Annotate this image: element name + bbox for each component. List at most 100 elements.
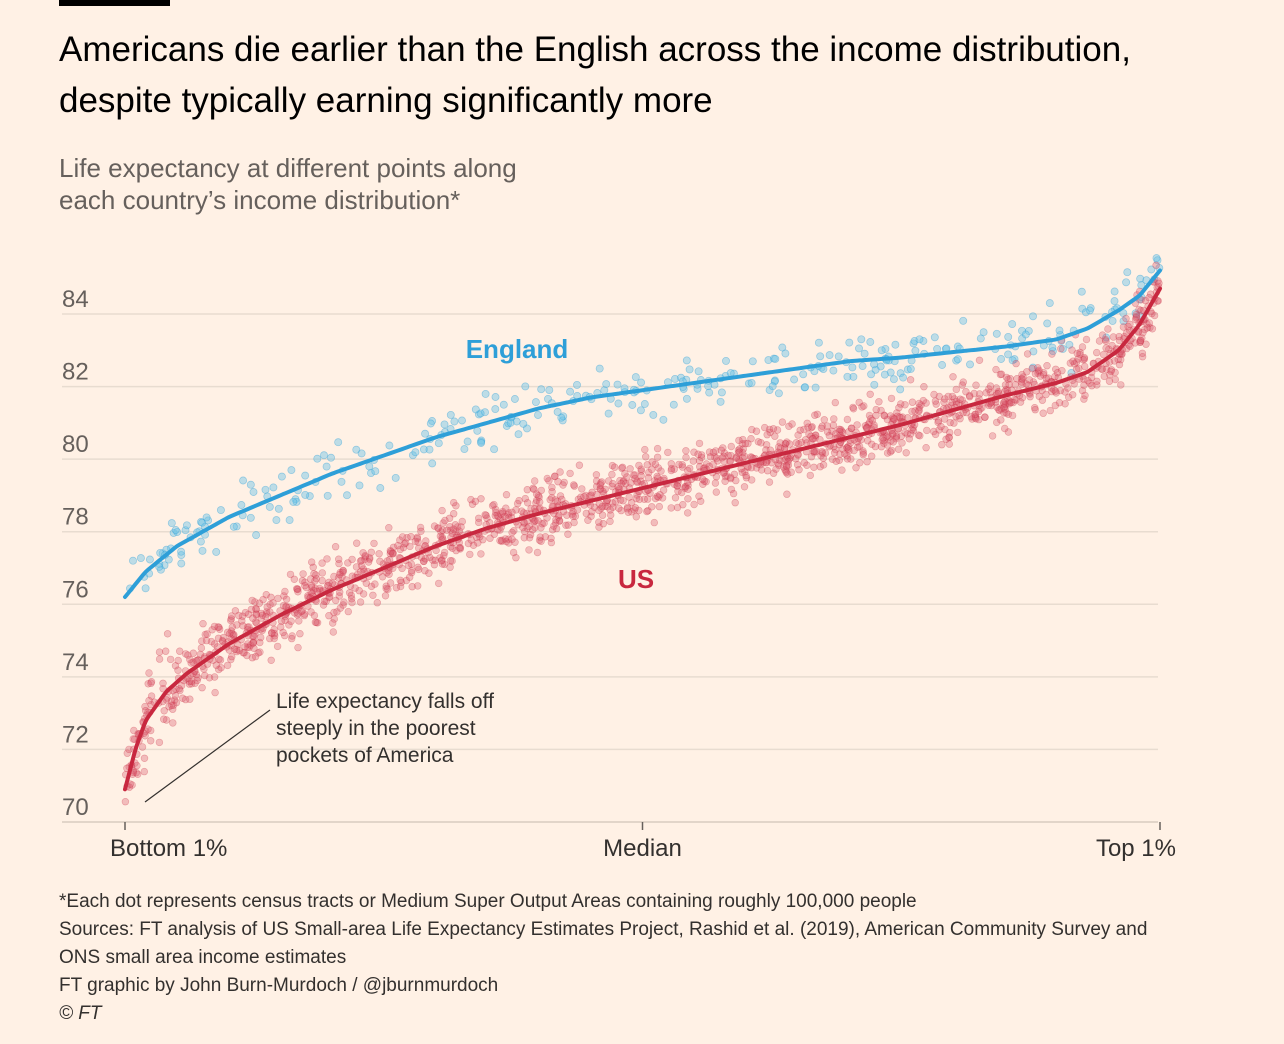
us-dot <box>603 503 612 511</box>
us-dot <box>1035 366 1043 374</box>
us-dot <box>219 637 227 646</box>
us-dot <box>1079 356 1087 364</box>
us-dot <box>294 588 302 596</box>
us-dot <box>172 698 181 707</box>
us-dot <box>159 679 167 687</box>
us-dot <box>805 430 813 438</box>
england-dot <box>463 437 472 446</box>
us-dot <box>1110 357 1119 365</box>
us-dot <box>619 478 627 486</box>
us-dot <box>915 406 923 414</box>
england-dot <box>1021 330 1030 339</box>
us-dot <box>811 411 819 419</box>
us-dot <box>985 385 993 393</box>
us-dot <box>695 492 703 500</box>
england-dot <box>860 349 869 358</box>
england-dot <box>1004 350 1013 359</box>
england-dot <box>458 416 466 425</box>
us-dot <box>263 603 271 611</box>
us-dot <box>896 400 905 408</box>
us-dot <box>635 495 644 504</box>
us-dot <box>616 476 624 485</box>
us-dot <box>420 557 428 565</box>
england-dot <box>196 537 205 546</box>
us-dot <box>608 482 616 491</box>
us-dot <box>1109 333 1118 341</box>
us-dot <box>205 674 214 682</box>
us-dot <box>739 445 747 453</box>
us-dot <box>970 389 978 398</box>
england-dot <box>722 356 730 365</box>
us-dot <box>908 407 916 416</box>
england-dot <box>249 488 258 496</box>
us-dot <box>389 543 398 551</box>
us-dot <box>434 524 442 532</box>
england-dot <box>156 548 165 557</box>
us-dot <box>1100 372 1109 381</box>
us-dot <box>147 692 156 700</box>
us-dot <box>732 453 740 461</box>
england-dot <box>659 415 668 424</box>
us-dot <box>227 612 236 620</box>
us-dot <box>271 632 279 640</box>
england-dot <box>748 357 757 366</box>
us-dot <box>959 378 967 386</box>
us-dot <box>523 499 532 507</box>
us-dot <box>188 677 196 685</box>
us-dot <box>532 490 541 498</box>
england-dot <box>834 352 843 361</box>
us-dot <box>1004 428 1013 436</box>
us-dot <box>554 513 563 521</box>
us-dot <box>861 422 870 430</box>
us-dot <box>396 576 404 584</box>
us-dot <box>1042 374 1051 383</box>
us-dot <box>419 557 428 566</box>
us-dot <box>1105 345 1113 353</box>
england-dot <box>491 405 500 414</box>
us-dot <box>1064 393 1073 401</box>
england-dot <box>365 462 374 471</box>
us-dot <box>169 705 177 713</box>
us-dot <box>421 555 429 563</box>
england-dot <box>246 513 255 522</box>
us-dot <box>958 396 966 404</box>
us-dot <box>288 632 296 640</box>
us-dot <box>915 399 923 408</box>
us-dot <box>1132 310 1141 319</box>
england-dot <box>1110 297 1119 306</box>
us-dot <box>1057 345 1065 353</box>
england-dot <box>385 441 394 450</box>
us-dot <box>269 599 277 607</box>
us-dot <box>466 550 474 559</box>
us-dot <box>325 593 333 602</box>
us-dot <box>548 494 556 502</box>
england-dot <box>425 445 434 454</box>
us-dot <box>667 460 675 468</box>
us-dot <box>1076 348 1084 357</box>
england-dot <box>1010 355 1019 364</box>
us-dot <box>212 661 221 669</box>
us-dot <box>1050 386 1058 394</box>
us-dot <box>551 519 560 527</box>
us-dot <box>186 695 194 703</box>
us-dot <box>520 534 528 542</box>
us-dot <box>631 471 639 479</box>
us-dot <box>247 605 256 614</box>
us-dot <box>865 418 874 427</box>
us-dot <box>570 518 578 527</box>
us-dot <box>597 504 605 512</box>
us-dot <box>1135 305 1143 314</box>
us-dot <box>1088 382 1096 390</box>
us-dot <box>434 524 442 532</box>
us-dot <box>279 601 288 610</box>
england-dot <box>704 382 713 391</box>
us-dot <box>398 564 406 573</box>
us-dot <box>277 617 286 625</box>
us-dot <box>155 655 164 663</box>
us-dot <box>533 548 542 557</box>
england-dot <box>237 501 246 509</box>
us-dot <box>950 395 959 403</box>
england-dot <box>790 375 799 384</box>
us-dot <box>356 598 365 606</box>
us-dot <box>162 647 170 655</box>
